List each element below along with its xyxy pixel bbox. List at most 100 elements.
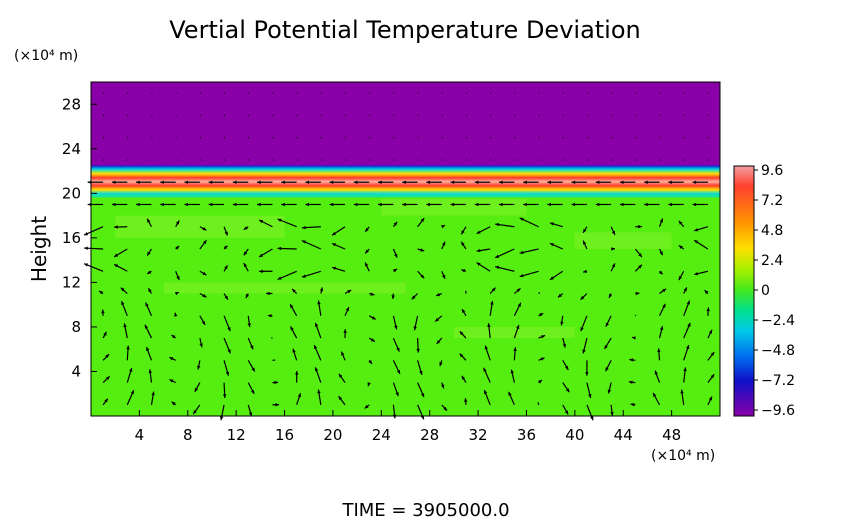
wind-arrowhead-236 (450, 180, 455, 184)
wind-arrowhead-273 (540, 357, 545, 361)
plot-area (91, 82, 720, 416)
wind-arrowhead-107 (274, 380, 279, 385)
wind-arrowhead-316 (610, 412, 614, 416)
wind-arrowhead-85 (208, 202, 213, 207)
wind-arrowhead-137 (314, 367, 319, 372)
wind-arrowhead-18 (126, 345, 130, 350)
wind-arrowhead-139 (314, 322, 319, 327)
wind-arrowhead-377 (710, 374, 715, 379)
wind-arrowhead-48 (169, 357, 174, 361)
wind-arrowhead-363 (685, 345, 690, 350)
wind-arrowhead-290 (560, 321, 564, 326)
wind-arrowhead-49 (171, 334, 176, 339)
wind-arrowhead-55 (160, 202, 164, 207)
wind-arrowhead-320 (605, 322, 609, 327)
wind-arrowhead-80 (227, 327, 231, 332)
wind-arrowhead-33 (146, 347, 150, 352)
wind-arrowhead-26 (111, 180, 116, 184)
wind-arrowhead-338 (638, 253, 642, 258)
wind-arrowhead-31 (151, 391, 155, 396)
wind-arrowhead-370 (668, 202, 672, 207)
wind-arrowhead-9 (84, 232, 89, 236)
wind-arrowhead-166 (364, 404, 369, 409)
wind-arrowhead-38 (147, 251, 151, 256)
wind-arrowhead-244 (487, 323, 491, 328)
wind-arrowhead-189 (393, 221, 398, 226)
wind-arrowhead-293 (549, 243, 554, 247)
wind-arrowhead-35 (145, 302, 149, 307)
x-tick-label: 8 (183, 426, 193, 444)
wind-arrowhead-22 (114, 264, 119, 268)
x-tick-label: 16 (275, 426, 294, 444)
y-tick-label: 28 (62, 95, 81, 113)
wind-arrowhead-266 (498, 180, 503, 184)
wind-arrowhead-52 (176, 276, 180, 281)
y-tick-label: 24 (62, 140, 81, 158)
wind-arrowhead-287 (565, 388, 570, 393)
wind-arrowhead-2 (105, 376, 110, 381)
wind-arrowhead-292 (549, 276, 554, 280)
x-tick-label: 12 (227, 426, 246, 444)
wind-arrowhead-141 (319, 287, 324, 292)
wind-arrowhead-152 (338, 373, 343, 378)
x-tick-label: 32 (469, 426, 488, 444)
wind-arrowhead-332 (628, 380, 633, 384)
wind-arrowhead-245 (490, 300, 494, 305)
wind-arrowhead-183 (396, 369, 400, 374)
y-unit-label: (×10⁴ m) (14, 48, 78, 64)
wind-arrowhead-261 (516, 288, 521, 292)
x-tick-label: 40 (565, 426, 584, 444)
wind-arrowhead-249 (476, 230, 481, 234)
wind-arrowhead-111 (265, 291, 270, 296)
time-footer: TIME = 3905000.0 (341, 500, 509, 519)
wind-arrowhead-153 (341, 351, 345, 356)
wind-arrowhead-368 (678, 245, 683, 249)
wind-arrowhead-361 (680, 389, 684, 394)
wind-arrowhead-229 (459, 331, 464, 336)
colorbar-label: 7.2 (761, 193, 783, 209)
wind-arrowhead-10 (87, 202, 92, 207)
wind-arrowhead-67 (202, 271, 207, 276)
wind-arrowhead-259 (516, 325, 520, 330)
wind-arrowhead-121 (297, 393, 302, 398)
wind-arrowhead-308 (583, 240, 587, 245)
wind-arrowhead-71 (184, 180, 189, 184)
wind-arrowhead-349 (659, 326, 664, 331)
wind-arrowhead-101 (232, 180, 237, 184)
wind-arrowhead-39 (147, 218, 151, 223)
wind-arrowhead-321 (608, 293, 613, 298)
wind-arrowhead-115 (257, 202, 261, 207)
wind-arrowhead-369 (678, 220, 683, 225)
wind-arrowhead-93 (251, 367, 255, 372)
x-tick-label: 28 (420, 426, 439, 444)
wind-arrowhead-317 (607, 389, 612, 394)
wind-arrowhead-381 (704, 290, 709, 294)
wind-arrowhead-158 (332, 243, 337, 247)
x-tick-label: 48 (662, 426, 681, 444)
wind-arrowhead-380 (706, 307, 710, 312)
wind-arrowhead-346 (653, 392, 657, 397)
wind-arrowhead-23 (114, 253, 119, 257)
wind-arrowhead-159 (332, 231, 337, 236)
wind-arrowhead-265 (498, 202, 503, 207)
wind-arrowhead-235 (450, 202, 455, 207)
wind-arrowhead-8 (84, 246, 88, 250)
wind-arrowhead-383 (694, 240, 699, 244)
wind-arrowhead-128 (277, 246, 282, 251)
wind-arrowhead-172 (365, 262, 369, 267)
wind-arrowhead-146 (305, 180, 310, 184)
field-layer-5 (91, 193, 720, 416)
wind-arrowhead-384 (694, 228, 699, 232)
wind-arrowhead-295 (547, 202, 551, 207)
wind-arrowhead-334 (631, 336, 636, 340)
wind-arrowhead-215 (435, 317, 440, 322)
wind-arrowhead-341 (619, 180, 624, 184)
wind-arrowhead-200 (413, 326, 417, 331)
y-tick-label: 16 (62, 229, 81, 247)
wind-arrowhead-289 (562, 343, 567, 348)
wind-arrowhead-167 (367, 382, 371, 387)
field-patch-1 (381, 198, 527, 216)
wind-arrowhead-32 (148, 369, 152, 374)
wind-arrowhead-322 (611, 263, 615, 268)
wind-arrowhead-114 (259, 220, 264, 224)
